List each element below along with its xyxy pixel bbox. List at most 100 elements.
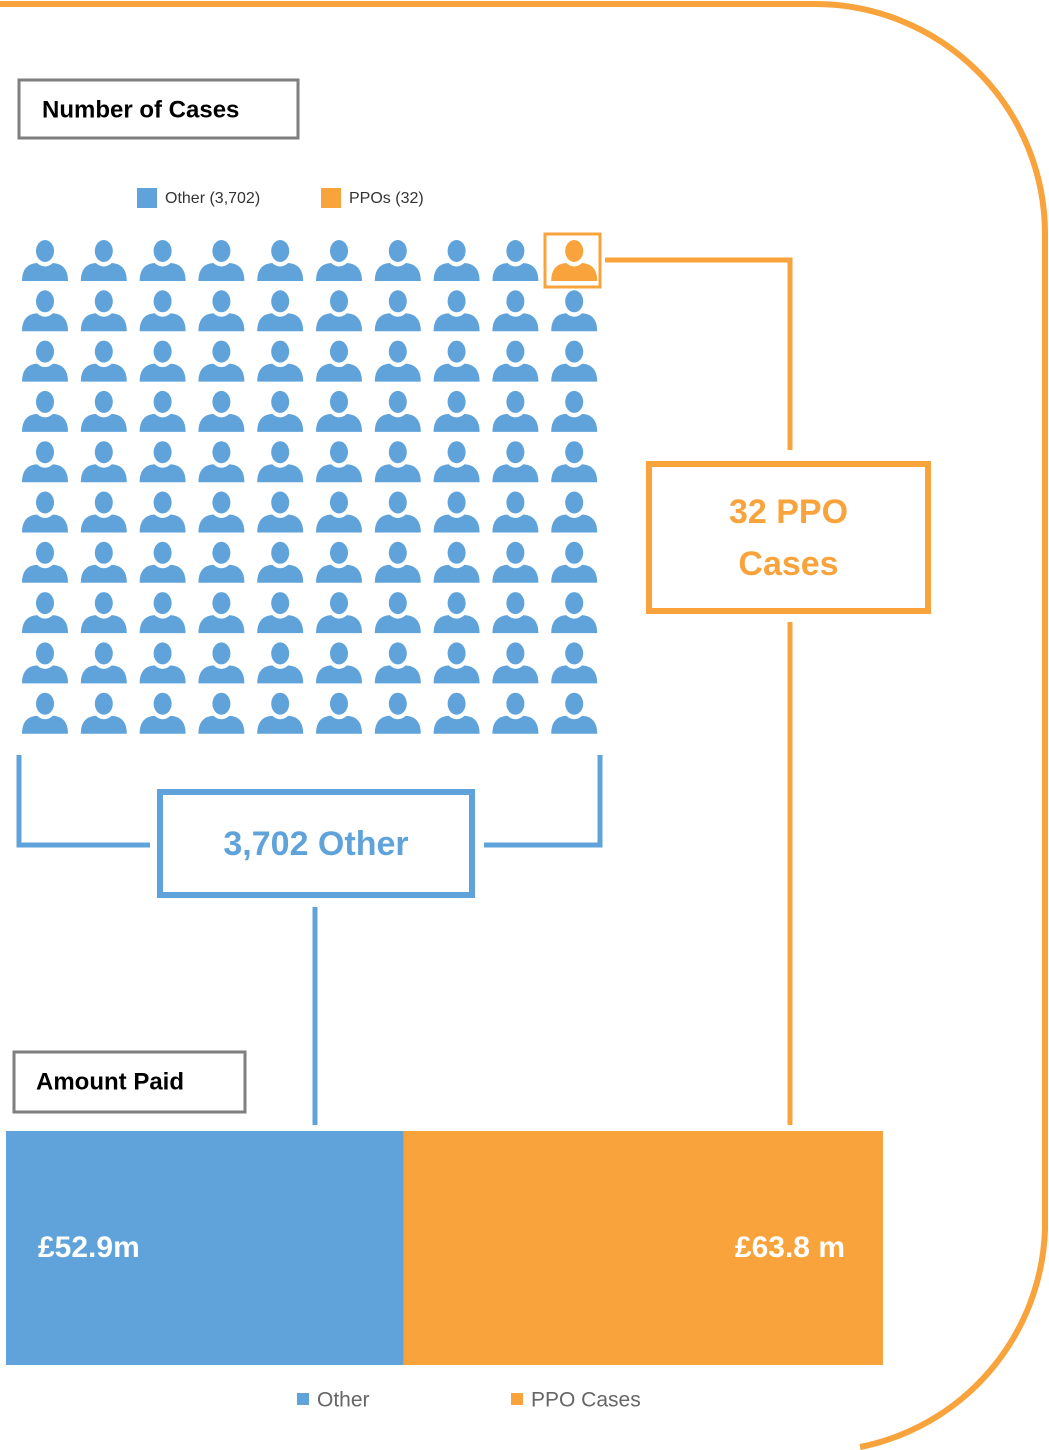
icon-body: [139, 263, 186, 281]
icon-body: [551, 564, 598, 583]
icon-body: [433, 665, 480, 684]
icon-head: [565, 441, 584, 464]
person-icon: [492, 441, 539, 483]
person-icon: [139, 390, 186, 432]
icon-body: [198, 263, 245, 281]
person-icon: [374, 541, 421, 583]
icon-head: [447, 541, 466, 564]
person-icon: [139, 692, 186, 734]
icon-head: [388, 491, 407, 514]
icon-body: [374, 514, 421, 533]
icon-head: [36, 692, 54, 715]
icon-head: [447, 642, 466, 665]
icon-body: [139, 514, 186, 533]
icon-body: [316, 715, 362, 734]
person-icon: [492, 592, 539, 634]
icon-body: [374, 615, 421, 634]
person-icon: [316, 441, 362, 483]
icon-head: [94, 290, 113, 313]
icon-body: [80, 715, 127, 734]
icon-body: [80, 514, 127, 533]
icon-body: [22, 564, 68, 583]
icon-body: [316, 363, 362, 382]
icon-body: [22, 413, 68, 432]
icon-body: [551, 615, 598, 634]
person-icon: [433, 541, 480, 583]
person-icon: [198, 592, 245, 634]
icon-head: [565, 290, 584, 313]
person-icon: [433, 692, 480, 734]
person-icon: [80, 441, 127, 483]
icon-head: [153, 541, 172, 564]
person-icon: [374, 340, 421, 382]
icon-body: [80, 263, 127, 281]
icon-head: [153, 340, 172, 363]
icon-head: [271, 491, 290, 514]
person-icon: [139, 340, 186, 382]
icon-head: [94, 541, 113, 564]
person-icon: [139, 491, 186, 533]
icon-head: [271, 390, 290, 413]
person-icon: [80, 290, 127, 332]
icon-body: [80, 665, 127, 684]
icon-body: [22, 464, 68, 483]
icon-body: [374, 564, 421, 583]
chart-title: Number of Cases: [42, 96, 239, 123]
icon-body: [551, 363, 598, 382]
person-icon: [374, 240, 421, 281]
person-icon: [433, 491, 480, 533]
icon-head: [447, 290, 466, 313]
icon-body: [198, 564, 245, 583]
icon-body: [492, 363, 539, 382]
person-icon: [374, 441, 421, 483]
icon-body: [374, 464, 421, 483]
icon-body: [257, 514, 304, 533]
icon-head: [212, 642, 231, 665]
icon-body: [139, 564, 186, 583]
icon-head: [330, 390, 348, 413]
icon-body: [198, 413, 245, 432]
person-icon: [257, 390, 304, 432]
person-icon: [257, 642, 304, 684]
person-icon: [80, 541, 127, 583]
icon-head: [212, 441, 231, 464]
person-icon: [198, 441, 245, 483]
person-icon: [316, 240, 362, 281]
icon-body: [492, 313, 539, 332]
icon-head: [153, 642, 172, 665]
icon-head: [153, 441, 172, 464]
icon-head: [447, 491, 466, 514]
person-icon: [316, 340, 362, 382]
icon-head: [153, 491, 172, 514]
icon-head: [212, 692, 231, 715]
icon-body: [139, 313, 186, 332]
icon-body: [316, 514, 362, 533]
icon-body: [374, 665, 421, 684]
icon-body: [198, 514, 245, 533]
icon-head: [271, 592, 290, 615]
icon-body: [374, 363, 421, 382]
icon-head: [153, 240, 172, 262]
icon-head: [565, 692, 584, 715]
person-icon: [198, 340, 245, 382]
icon-body: [492, 665, 539, 684]
icon-head: [565, 240, 584, 262]
person-icon: [198, 240, 245, 281]
person-icon: [80, 240, 127, 281]
icon-head: [506, 441, 525, 464]
icon-body: [433, 514, 480, 533]
icon-head: [506, 541, 525, 564]
icon-head: [506, 592, 525, 615]
person-icon: [492, 340, 539, 382]
icon-body: [198, 615, 245, 634]
icon-body: [257, 715, 304, 734]
icon-head: [506, 340, 525, 363]
connector: [605, 257, 793, 450]
icon-body: [198, 313, 245, 332]
person-icon: [80, 692, 127, 734]
person-icon: [80, 340, 127, 382]
icon-head: [94, 441, 113, 464]
icon-head: [212, 491, 231, 514]
